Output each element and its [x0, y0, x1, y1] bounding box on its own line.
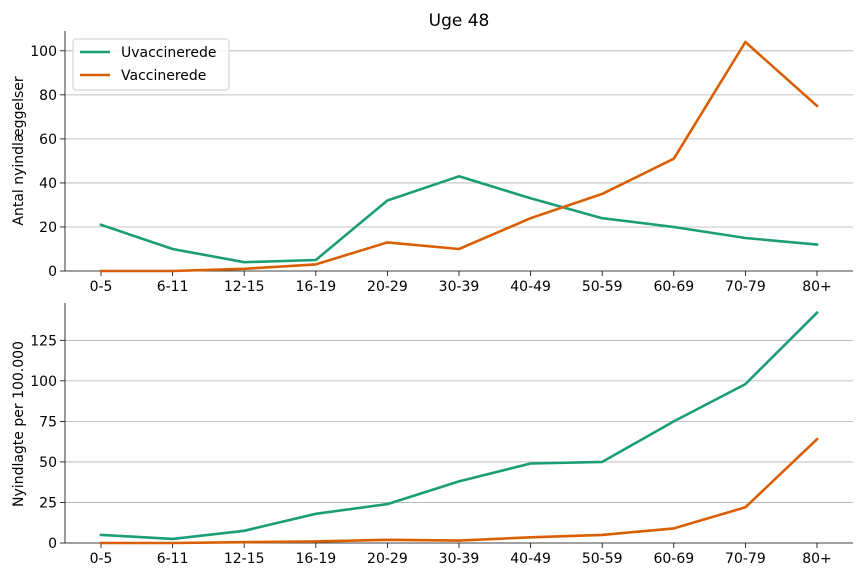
top-series-line-uvaccinerede: [99, 175, 819, 264]
bottom-series-line-uvaccinerede: [99, 310, 819, 541]
top-x-tick-label: 80+: [802, 279, 832, 295]
top-x-tick-label: 70-79: [725, 279, 766, 295]
top-x-tick-label: 16-19: [295, 279, 336, 295]
legend-label-vaccinerede: Vaccinerede: [121, 68, 206, 84]
bottom-x-tick-label: 20-29: [367, 551, 408, 567]
bottom-x-tick-label: 12-15: [224, 551, 265, 567]
legend-label-uvaccinerede: Uvaccinerede: [121, 45, 216, 61]
top-series-line-vaccinerede: [99, 40, 819, 273]
top-y-tick-label: 80: [39, 88, 57, 104]
bottom-panel: 0 25 50 75 100 125 0-5 6-11 12-15 16-19 20-29 30-39…: [30, 303, 853, 567]
top-x-tick-label: 12-15: [224, 279, 265, 295]
chart-title: Uge 48: [429, 11, 490, 31]
legend: Uvaccinerede Vaccinerede: [72, 38, 230, 91]
bottom-x-tick-label: 6-11: [157, 551, 189, 567]
top-y-tick-label: 100: [30, 44, 57, 60]
bottom-y-tick-label: 125: [30, 333, 57, 349]
top-x-tick-label: 0-5: [90, 279, 113, 295]
bottom-x-tick-label: 80+: [802, 551, 832, 567]
top-x-tick-label: 20-29: [367, 279, 408, 295]
top-y-tick-label: 0: [48, 264, 57, 280]
bottom-y-axis-title: Nyindlagte per 100.000: [11, 341, 27, 507]
top-x-tick-label: 6-11: [157, 279, 189, 295]
top-y-axis-title: Antal nyindlæggelser: [11, 76, 27, 225]
bottom-y-tick-label: 50: [39, 455, 57, 471]
top-x-tick-label: 30-39: [439, 279, 480, 295]
bottom-y-tick-label: 100: [30, 374, 57, 390]
top-y-tick-label: 40: [39, 176, 57, 192]
bottom-x-tick-label: 30-39: [439, 551, 480, 567]
bottom-x-tick-label: 50-59: [582, 551, 623, 567]
legend-box: [72, 38, 230, 91]
bottom-x-tick-label: 40-49: [510, 551, 551, 567]
bottom-x-tick-label: 60-69: [653, 551, 694, 567]
bottom-y-tick-label: 0: [48, 536, 57, 552]
top-y-tick-label: 20: [39, 220, 57, 236]
bottom-series-line-vaccinerede: [99, 437, 819, 545]
top-x-tick-label: 40-49: [510, 279, 551, 295]
bottom-x-tick-label: 70-79: [725, 551, 766, 567]
top-x-tick-label: 60-69: [653, 279, 694, 295]
bottom-y-tick-label: 25: [39, 495, 57, 511]
bottom-x-tick-label: 0-5: [90, 551, 113, 567]
top-y-tick-label: 60: [39, 132, 57, 148]
bottom-y-tick-label: 75: [39, 414, 57, 430]
bottom-x-tick-label: 16-19: [295, 551, 336, 567]
top-x-tick-label: 50-59: [582, 279, 623, 295]
top-panel: 0 20 40 60 80 100 0-5 6-11 12-15 16-19 20-29 30-39 4…: [30, 31, 853, 295]
